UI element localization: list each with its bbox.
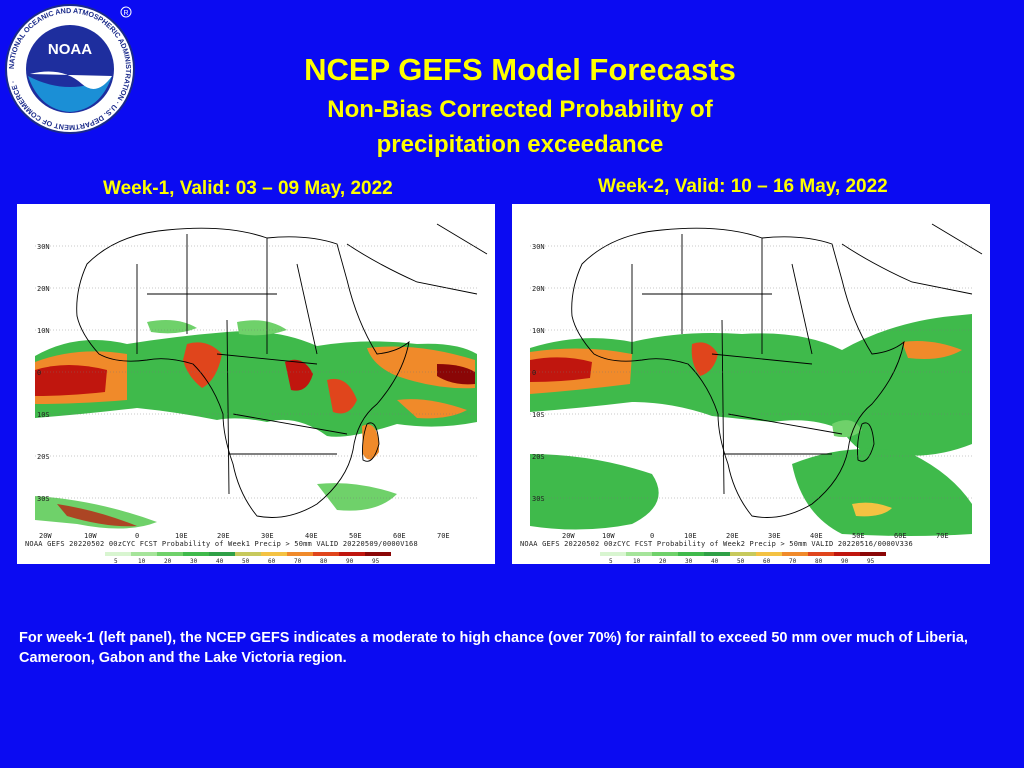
lat-label: 30N (532, 243, 545, 251)
lon-label: 40E (305, 532, 318, 540)
colorbar-label: 60 (268, 558, 276, 564)
lat-label: 0 (37, 369, 41, 377)
lat-label: 30S (37, 495, 50, 503)
lon-label: 0 (135, 532, 139, 540)
colorbar-label: 95 (867, 558, 875, 564)
noaa-logo-text: NOAA (48, 41, 92, 58)
colorbar-label: 80 (815, 558, 823, 564)
colorbar-label: 30 (685, 558, 693, 564)
week1-footer: NOAA GEFS 20220502 00zCYC FCST Probabili… (25, 540, 418, 548)
lon-label: 60E (393, 532, 406, 540)
week2-label: Week-2, Valid: 10 – 16 May, 2022 (598, 176, 888, 197)
colorbar-label: 40 (711, 558, 719, 564)
coastlines (76, 223, 488, 518)
colorbar-label: 40 (216, 558, 224, 564)
week2-map-panel: 30N 20N 10N 0 10S 20S 30S 20W 10W 0 10E … (512, 204, 990, 564)
colorbar (105, 552, 391, 556)
lat-label: 20N (532, 285, 545, 293)
svg-text:R: R (123, 10, 128, 17)
lon-label: 70E (437, 532, 450, 540)
subtitle-line-2: precipitation exceedance (376, 131, 664, 158)
lon-label: 20W (39, 532, 52, 540)
lat-label: 10N (37, 327, 50, 335)
colorbar-label: 10 (633, 558, 641, 564)
lat-label: 30N (37, 243, 50, 251)
colorbar-label: 60 (763, 558, 771, 564)
lat-label: 20N (37, 285, 50, 293)
lon-label: 70E (936, 532, 949, 540)
week1-map-panel: 30N 20N 10N 0 10S 20S 30S 20W 10W 0 10E … (17, 204, 495, 564)
colorbar-label: 30 (190, 558, 198, 564)
colorbar-label: 90 (346, 558, 354, 564)
lon-label: 10W (84, 532, 97, 540)
lon-label: 10E (684, 532, 697, 540)
lat-label: 10N (532, 327, 545, 335)
colorbar-label: 95 (372, 558, 380, 564)
lat-label: 30S (532, 495, 545, 503)
lon-label: 20E (217, 532, 230, 540)
lon-label: 50E (852, 532, 865, 540)
colorbar-label: 20 (659, 558, 667, 564)
colorbar-label: 5 (114, 558, 118, 564)
caption-text: For week-1 (left panel), the NCEP GEFS i… (19, 630, 968, 666)
lat-label: 20S (532, 453, 545, 461)
colorbar-label: 5 (609, 558, 613, 564)
colorbar-label: 80 (320, 558, 328, 564)
lon-label: 50E (349, 532, 362, 540)
lat-label: 20S (37, 453, 50, 461)
lon-label: 0 (650, 532, 654, 540)
coastlines (571, 223, 983, 518)
lon-label: 60E (894, 532, 907, 540)
colorbar-label: 90 (841, 558, 849, 564)
colorbar-label: 20 (164, 558, 172, 564)
subtitle-line-1: Non-Bias Corrected Probability of (327, 96, 713, 123)
colorbar-label: 10 (138, 558, 146, 564)
lon-label: 20E (726, 532, 739, 540)
colorbar (600, 552, 886, 556)
lat-label: 0 (532, 369, 536, 377)
colorbar-label: 70 (789, 558, 797, 564)
lat-label: 10S (37, 411, 50, 419)
week2-footer: NOAA GEFS 20220502 00zCYC FCST Probabili… (520, 540, 913, 548)
week1-label: Week-1, Valid: 03 – 09 May, 2022 (103, 178, 393, 199)
lon-label: 20W (562, 532, 575, 540)
precip-field (35, 320, 477, 529)
page-subtitle: Non-Bias Corrected Probability of precip… (200, 92, 840, 162)
lon-label: 10E (175, 532, 188, 540)
lon-label: 30E (261, 532, 274, 540)
lon-label: 40E (810, 532, 823, 540)
colorbar-label: 70 (294, 558, 302, 564)
colorbar-label: 50 (737, 558, 745, 564)
lon-label: 30E (768, 532, 781, 540)
lon-label: 10W (602, 532, 615, 540)
precip-field (530, 314, 972, 536)
colorbar-label: 50 (242, 558, 250, 564)
page-title: NCEP GEFS Model Forecasts (304, 52, 736, 87)
lat-label: 10S (532, 411, 545, 419)
noaa-logo: NOAA NATIONAL OCEANIC AND ATMOSPHERIC AD… (2, 2, 138, 136)
